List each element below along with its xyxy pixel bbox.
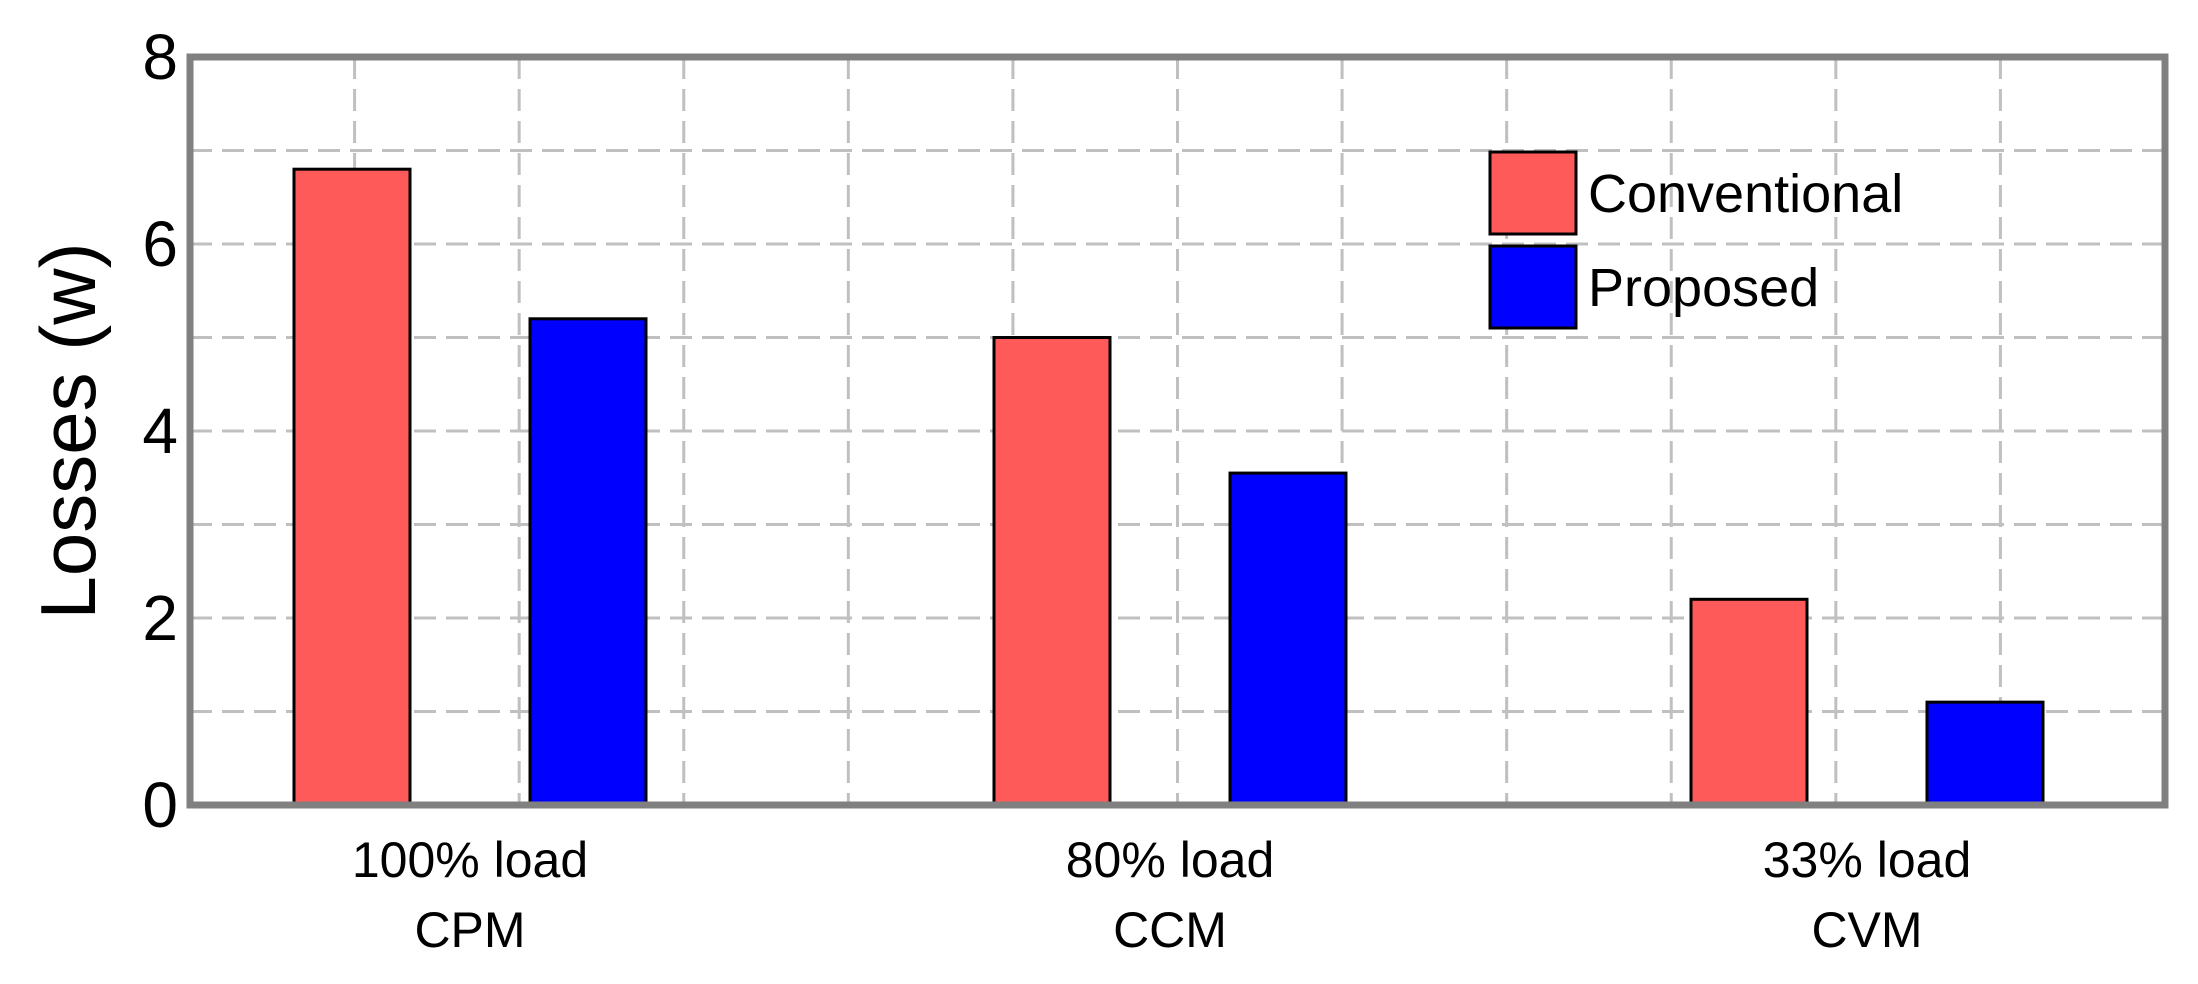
legend-label-proposed: Proposed — [1588, 258, 1819, 318]
y-tick-label: 6 — [142, 208, 178, 280]
x-category-label-line1: 33% load — [1763, 832, 1972, 888]
x-category-label-line2: CPM — [414, 902, 525, 958]
y-axis-label: Losses (w) — [24, 242, 112, 619]
y-tick-label: 8 — [142, 21, 178, 93]
y-tick-label: 4 — [142, 395, 178, 467]
bar-proposed-0 — [528, 317, 648, 807]
bar-proposed-1 — [1228, 471, 1348, 807]
y-tick-labels: 0 2 4 6 8 — [142, 21, 178, 841]
bar-conventional-1 — [992, 336, 1112, 807]
x-category-label-line1: 80% load — [1066, 832, 1275, 888]
y-tick-label: 2 — [142, 582, 178, 654]
x-category-label-line1: 100% load — [352, 832, 588, 888]
legend-swatch-conventional — [1488, 150, 1578, 236]
plot-frame — [186, 53, 2169, 809]
bar-proposed-2 — [1925, 700, 2045, 807]
legend: Conventional Proposed — [1488, 150, 1903, 330]
x-category-labels: 100% load CPM 80% load CCM 33% load CVM — [352, 832, 1971, 958]
legend-label-conventional: Conventional — [1588, 164, 1903, 224]
legend-swatch-proposed — [1488, 244, 1578, 330]
bar-conventional-0 — [292, 167, 412, 807]
bars — [292, 167, 2045, 807]
x-category-label-line2: CVM — [1811, 902, 1922, 958]
bar-conventional-2 — [1689, 597, 1809, 807]
x-category-label-line2: CCM — [1113, 902, 1227, 958]
y-tick-label: 0 — [142, 769, 178, 841]
